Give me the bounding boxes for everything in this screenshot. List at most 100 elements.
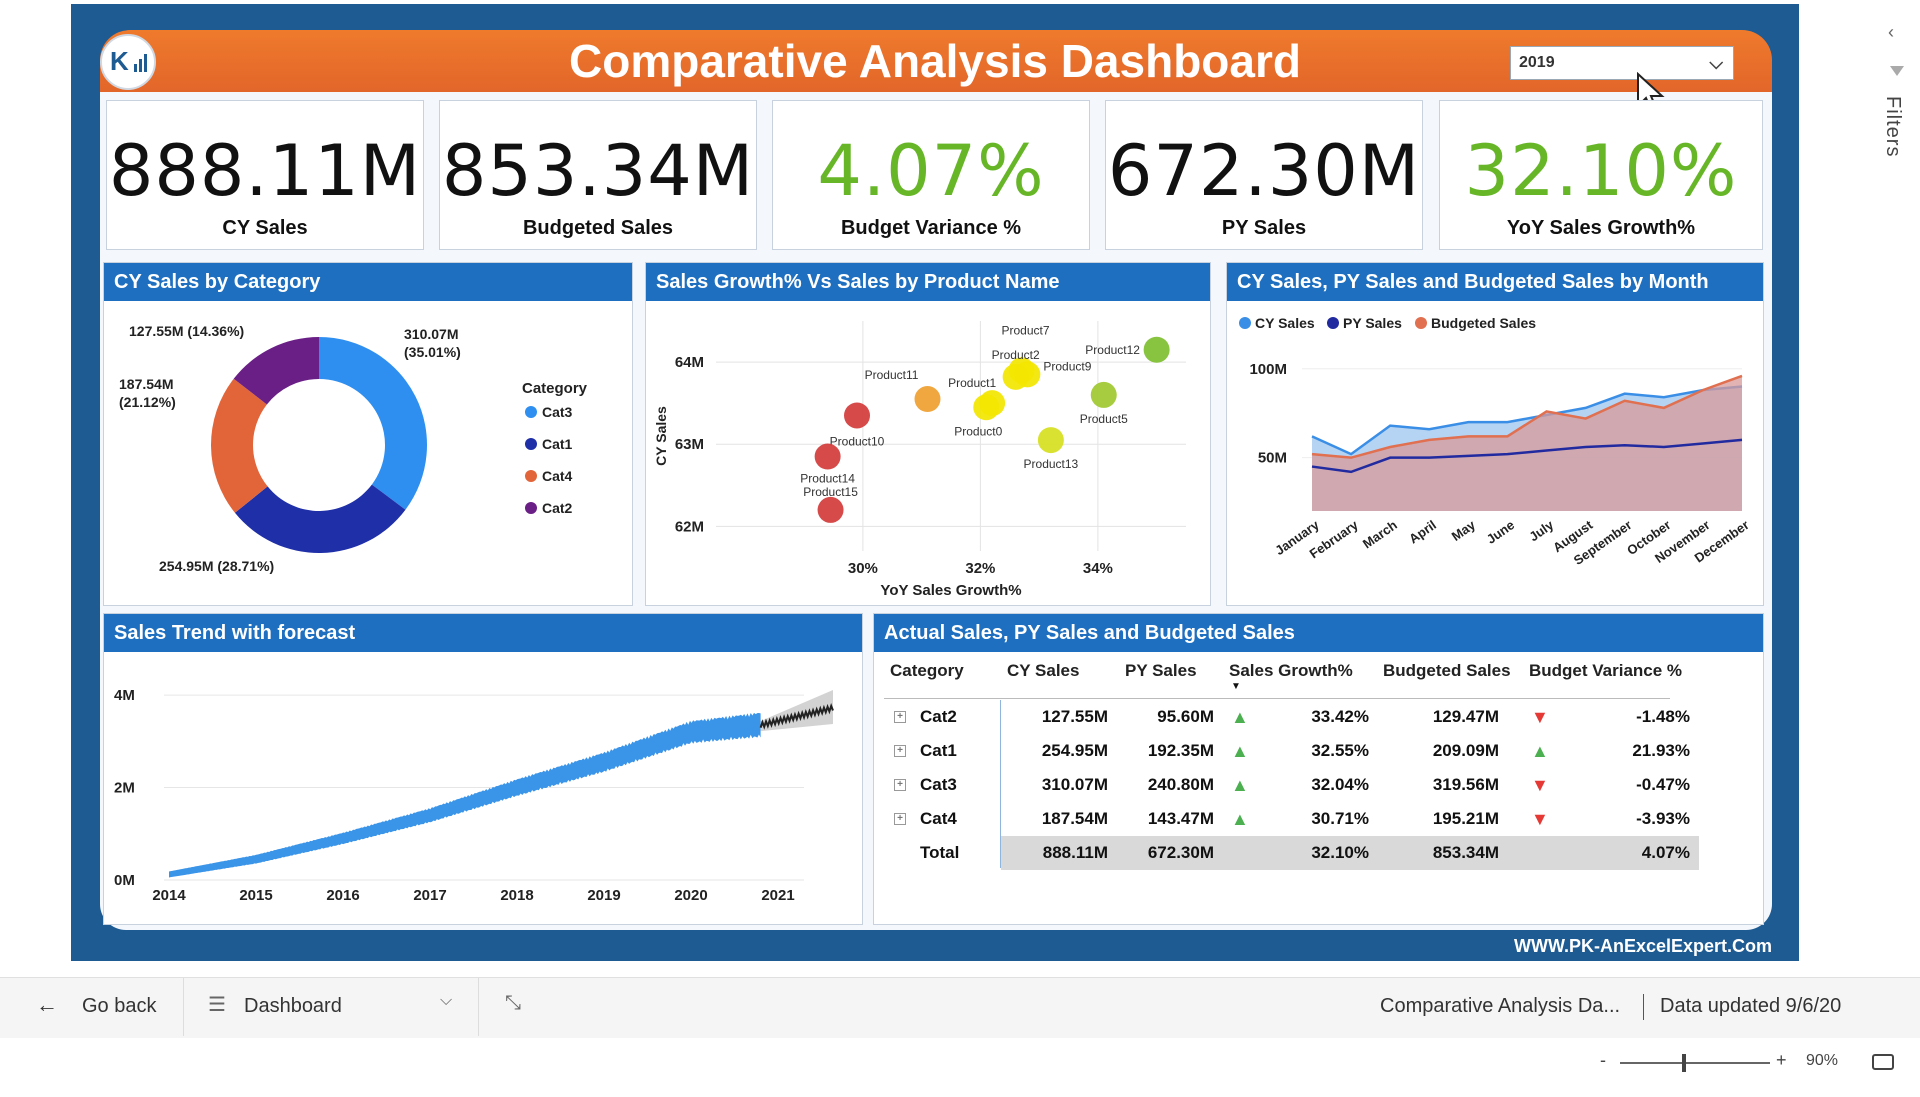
- table-cell: 209.09M: [1432, 741, 1499, 760]
- scatter-point[interactable]: [1090, 381, 1117, 408]
- year-slicer[interactable]: 2019 ⌵: [1510, 46, 1734, 80]
- donut-slice-cat4[interactable]: [211, 378, 268, 513]
- point-label: Product1: [948, 376, 996, 390]
- zoom-out-button[interactable]: -: [1600, 1050, 1606, 1070]
- point-label: Product5: [1080, 412, 1128, 426]
- col-category[interactable]: Category: [890, 661, 964, 680]
- trend-chart[interactable]: 4M 2M 0M 2014 2015 2016 2017 2018 2019 2020 2021: [104, 652, 862, 924]
- col-budgeted-sales[interactable]: Budgeted Sales: [1383, 661, 1511, 680]
- kpi-budget-variance[interactable]: 4.07% Budget Variance %: [772, 100, 1090, 250]
- zoom-slider[interactable]: [1620, 1054, 1770, 1072]
- triangle-up-icon: ▲: [1231, 707, 1249, 727]
- donut-slice-cat3[interactable]: [319, 337, 427, 510]
- table-title: Actual Sales, PY Sales and Budgeted Sale…: [874, 614, 1763, 652]
- table-cell: Total: [920, 843, 960, 862]
- scatter-point[interactable]: [844, 402, 870, 429]
- year-slicer-value: 2019: [1519, 54, 1555, 71]
- donut-data-label: 254.95M (28.71%): [159, 558, 274, 574]
- expand-icon[interactable]: +: [894, 779, 906, 791]
- donut-card[interactable]: CY Sales by Category 310.07M (35.01%) 254.…: [103, 262, 633, 606]
- series-line: [1311, 374, 1743, 459]
- table-cell: 95.60M: [1157, 707, 1214, 726]
- table-cell: 32.10%: [1311, 843, 1369, 862]
- trend-card[interactable]: Sales Trend with forecast 4M 2M 0M 2014 2015…: [103, 613, 863, 925]
- col-sales-growth[interactable]: Sales Growth%: [1229, 661, 1353, 680]
- col-budget-variance[interactable]: Budget Variance %: [1529, 661, 1683, 680]
- svg-text:K: K: [110, 46, 129, 76]
- area-fill-2: [1312, 375, 1742, 511]
- zoom-in-button[interactable]: +: [1776, 1050, 1787, 1070]
- filters-pane[interactable]: ‹ Filters: [1872, 0, 1920, 200]
- point-label: Product9: [1043, 359, 1091, 373]
- scatter-card[interactable]: Sales Growth% Vs Sales by Product Name 6…: [645, 262, 1211, 606]
- col-py-sales[interactable]: PY Sales: [1125, 661, 1197, 680]
- table-cell: 195.21M: [1432, 809, 1499, 828]
- area-card[interactable]: CY Sales, PY Sales and Budgeted Sales by…: [1226, 262, 1764, 606]
- status-divider: [478, 978, 479, 1036]
- expand-icon[interactable]: +: [894, 813, 906, 825]
- collapse-arrows-icon[interactable]: ⤡: [505, 992, 521, 1014]
- donut-slice-cat1[interactable]: [234, 484, 406, 553]
- scatter-point[interactable]: [973, 394, 1000, 421]
- table-total-row[interactable]: Total 888.11M 672.30M 32.10% 853.34M 4.07%: [874, 836, 1763, 870]
- table-row[interactable]: + Cat2 127.55M 95.60M 33.42% 129.47M -1.48% ▲ ▼: [874, 700, 1763, 734]
- status-divider: [1643, 994, 1644, 1020]
- collapse-icon[interactable]: ‹: [1888, 22, 1894, 42]
- y-axis-label: CY Sales: [653, 406, 669, 466]
- scatter-point[interactable]: [814, 443, 841, 470]
- fit-page-icon[interactable]: [1872, 1054, 1894, 1070]
- table-cell: -3.93%: [1636, 809, 1690, 828]
- x-tick-label: 2020: [674, 887, 707, 904]
- scatter-point[interactable]: [1037, 427, 1064, 454]
- kpi-yoy-growth[interactable]: 32.10% YoY Sales Growth%: [1439, 100, 1763, 250]
- donut-chart[interactable]: 310.07M (35.01%) 254.95M (28.71%) 187.54M (2…: [104, 301, 632, 605]
- x-tick-label: 34%: [1083, 560, 1113, 577]
- scatter-point[interactable]: [914, 386, 941, 413]
- scatter-chart[interactable]: 64M 63M 62M 30% 32% 34% YoY Sales Growth% CY Sa…: [646, 301, 1210, 605]
- kpi-value: 853.34M: [441, 130, 755, 212]
- point-label: Product10: [830, 434, 885, 448]
- table-card[interactable]: Actual Sales, PY Sales and Budgeted Sale…: [873, 613, 1764, 925]
- y-tick-label: 2M: [114, 780, 135, 797]
- expand-icon[interactable]: +: [894, 711, 906, 723]
- table-cell: 143.47M: [1147, 809, 1214, 828]
- dashboard-title: Comparative Analysis Dashboard: [569, 35, 1301, 87]
- legend-marker: [1327, 317, 1339, 329]
- legend-item: Cat2: [542, 500, 573, 516]
- donut-title: CY Sales by Category: [104, 263, 632, 301]
- x-tick-label: 2016: [326, 887, 359, 904]
- actual-series-band: [169, 712, 761, 878]
- scatter-point[interactable]: [817, 496, 844, 523]
- kpi-budgeted-sales[interactable]: 853.34M Budgeted Sales: [439, 100, 757, 250]
- table-row[interactable]: + Cat3 310.07M 240.80M 32.04% 319.56M -0.47% ▲ ▼: [874, 768, 1763, 802]
- table-row[interactable]: + Cat1 254.95M 192.35M 32.55% 209.09M 21.93% ▲ ▲: [874, 734, 1763, 768]
- y-tick-label: 4M: [114, 687, 135, 704]
- col-cy-sales[interactable]: CY Sales: [1007, 661, 1080, 680]
- footer-url[interactable]: WWW.PK-AnExcelExpert.Com: [1513, 936, 1772, 956]
- page-name: Dashboard: [244, 995, 342, 1017]
- scatter-point[interactable]: [1143, 336, 1170, 363]
- triangle-up-icon: ▲: [1531, 741, 1549, 761]
- zoom-slider-thumb[interactable]: [1682, 1054, 1686, 1072]
- donut-data-label: 187.54M: [119, 376, 173, 392]
- table-cell: 32.04%: [1311, 775, 1369, 794]
- legend-marker: [1239, 317, 1251, 329]
- x-tick-label: 2018: [500, 887, 533, 904]
- table-row[interactable]: + Cat4 187.54M 143.47M 30.71% 195.21M -3.93% ▲ ▼: [874, 802, 1763, 836]
- expand-icon[interactable]: +: [894, 745, 906, 757]
- donut-slice-cat2[interactable]: [233, 337, 319, 405]
- donut-data-label: (35.01%): [404, 344, 461, 360]
- scatter-point[interactable]: [1014, 361, 1041, 388]
- go-back-button[interactable]: ← Go back: [36, 978, 176, 1034]
- area-chart[interactable]: CY Sales PY Sales Budgeted Sales100M50MJan…: [1227, 301, 1763, 605]
- kpi-py-sales[interactable]: 672.30M PY Sales: [1105, 100, 1423, 250]
- point-label: Product13: [1024, 457, 1079, 471]
- table-cell: 129.47M: [1432, 707, 1499, 726]
- page-navigator[interactable]: ☰ Dashboard ⌵: [208, 978, 458, 1034]
- kpi-cy-sales[interactable]: 888.11M CY Sales: [106, 100, 424, 250]
- data-updated: Data updated 9/6/20: [1660, 995, 1842, 1017]
- filters-label[interactable]: Filters: [1882, 96, 1904, 158]
- legend-title: Category: [522, 380, 588, 397]
- x-tick-label: 32%: [965, 560, 995, 577]
- point-label: Product2: [992, 348, 1040, 362]
